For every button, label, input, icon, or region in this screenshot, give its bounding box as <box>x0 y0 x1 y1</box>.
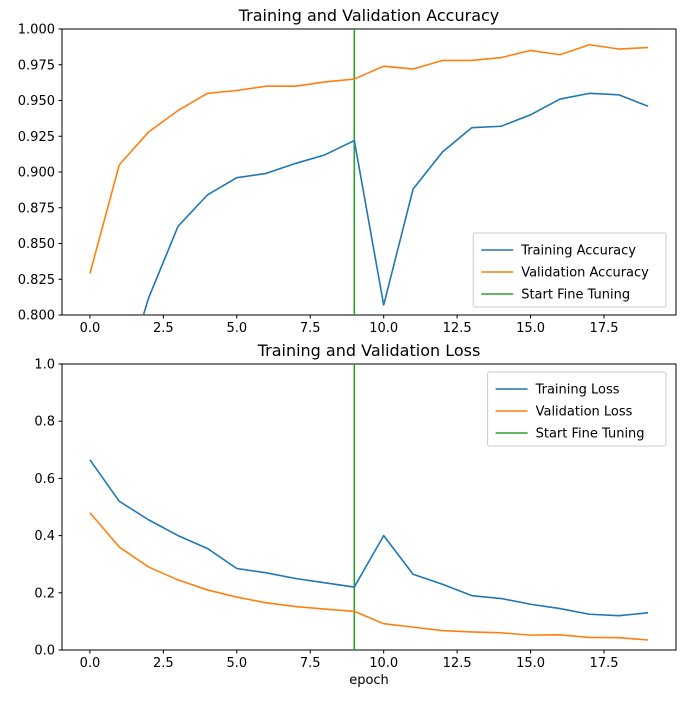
legend-box <box>472 232 667 308</box>
axes-frame <box>61 363 677 651</box>
chart-title: Training and Validation Accuracy <box>238 6 500 25</box>
y-tick-label: 0.875 <box>18 201 55 216</box>
y-tick-label: 0.850 <box>18 237 55 252</box>
legend-label: Validation Loss <box>536 405 633 420</box>
x-tick-label: 17.5 <box>590 656 619 671</box>
series-line <box>89 459 649 617</box>
x-tick-label: 17.5 <box>590 321 619 336</box>
x-tick-label: 0.0 <box>80 656 101 671</box>
x-tick-label: 10.0 <box>369 656 398 671</box>
x-tick-label: 0.0 <box>80 321 101 336</box>
y-tick-label: 0.925 <box>18 130 55 145</box>
x-tick-label: 2.5 <box>153 321 174 336</box>
x-axis-label: epoch <box>349 673 389 688</box>
y-tick-label: 0.6 <box>34 472 55 487</box>
x-tick-label: 15.0 <box>516 321 545 336</box>
y-tick-label: 0.950 <box>18 94 55 109</box>
series-line <box>142 92 649 315</box>
series-line <box>89 512 649 641</box>
legend-label: Start Fine Tuning <box>536 427 645 442</box>
legend-label: Validation Accuracy <box>521 266 649 281</box>
legend-label: Training Loss <box>535 383 620 398</box>
x-tick-label: 5.0 <box>226 321 247 336</box>
y-tick-label: 0.975 <box>18 58 55 73</box>
x-tick-label: 12.5 <box>443 656 472 671</box>
y-tick-label: 0.825 <box>18 273 55 288</box>
x-tick-label: 7.5 <box>300 321 321 336</box>
x-tick-label: 10.0 <box>369 321 398 336</box>
x-tick-label: 5.0 <box>226 656 247 671</box>
loss-chart: 0.0 2.5 5.0 7.5 10.0 12.5 15.0 17.5 0.0 0.2 0.4 0.6… <box>34 341 677 688</box>
accuracy-chart: 0.0 2.5 5.0 7.5 10.0 12.5 15.0 17.5 0.800 0.825 0.… <box>18 6 677 336</box>
x-tick-label: 2.5 <box>153 656 174 671</box>
legend-box <box>487 371 667 447</box>
legend-label: Start Fine Tuning <box>521 288 630 303</box>
y-tick-label: 1.0 <box>34 358 55 373</box>
legend: Training Loss Validation Loss Start Fine T… <box>487 371 667 447</box>
y-tick-label: 0.0 <box>34 644 55 659</box>
chart-title: Training and Validation Loss <box>257 341 481 360</box>
x-tick-label: 7.5 <box>300 656 321 671</box>
x-tick-label: 15.0 <box>516 656 545 671</box>
y-tick-label: 0.900 <box>18 166 55 181</box>
x-tick-label: 12.5 <box>443 321 472 336</box>
legend-label: Training Accuracy <box>520 244 636 259</box>
series-line <box>89 43 649 274</box>
y-tick-label: 1.000 <box>18 23 55 38</box>
y-tick-label: 0.2 <box>34 586 55 601</box>
legend: Training Accuracy Validation Accuracy Star… <box>472 232 667 308</box>
y-tick-label: 0.4 <box>34 529 55 544</box>
y-tick-label: 0.800 <box>18 309 55 324</box>
y-tick-label: 0.8 <box>34 415 55 430</box>
